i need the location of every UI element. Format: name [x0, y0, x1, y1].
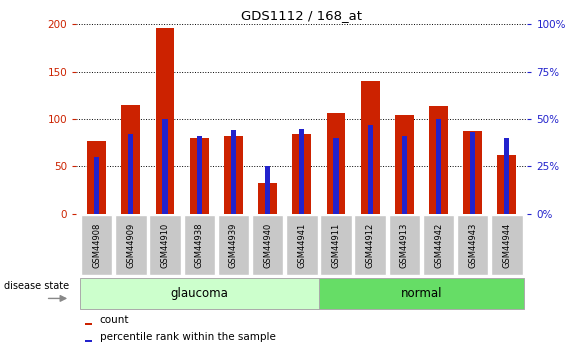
Bar	[505, 138, 509, 214]
Text: GSM44940: GSM44940	[263, 222, 272, 268]
Text: GSM44912: GSM44912	[366, 222, 374, 268]
Title: GDS1112 / 168_at: GDS1112 / 168_at	[241, 9, 362, 22]
Bar	[320, 215, 352, 275]
Bar	[87, 141, 106, 214]
Bar	[258, 183, 277, 214]
Bar	[252, 215, 283, 275]
Bar	[162, 119, 168, 214]
Bar	[423, 215, 454, 275]
Bar	[94, 157, 99, 214]
Text: glaucoma: glaucoma	[171, 287, 228, 300]
Text: GSM44908: GSM44908	[92, 222, 101, 268]
Bar	[299, 128, 304, 214]
Bar	[319, 278, 524, 309]
Bar	[183, 215, 215, 275]
Bar	[429, 106, 448, 214]
Bar	[115, 215, 146, 275]
Bar	[498, 155, 516, 214]
Bar	[457, 215, 488, 275]
Bar	[231, 130, 236, 214]
Text: GSM44911: GSM44911	[332, 222, 340, 268]
Bar	[156, 28, 175, 214]
Bar	[265, 167, 270, 214]
Bar	[436, 119, 441, 214]
Text: GSM44913: GSM44913	[400, 222, 409, 268]
Text: disease state: disease state	[4, 281, 69, 290]
Text: GSM44942: GSM44942	[434, 222, 443, 268]
Bar	[491, 215, 523, 275]
Bar	[367, 125, 373, 214]
Bar	[286, 215, 318, 275]
Bar	[470, 132, 475, 214]
Text: GSM44939: GSM44939	[229, 222, 238, 268]
Bar	[464, 131, 482, 214]
Text: count: count	[100, 315, 129, 325]
Bar	[224, 136, 243, 214]
Text: GSM44938: GSM44938	[195, 222, 204, 268]
Bar	[128, 134, 134, 214]
Text: GSM44943: GSM44943	[468, 222, 477, 268]
Bar	[197, 136, 202, 214]
Bar	[402, 136, 407, 214]
Bar	[333, 138, 339, 214]
Bar	[149, 215, 180, 275]
Bar	[355, 215, 386, 275]
Bar	[85, 339, 92, 342]
Text: GSM44910: GSM44910	[161, 222, 169, 268]
Text: GSM44941: GSM44941	[297, 222, 306, 268]
Bar	[80, 278, 319, 309]
Bar	[326, 113, 345, 214]
Text: GSM44944: GSM44944	[502, 222, 512, 268]
Bar	[85, 323, 92, 325]
Bar	[190, 138, 209, 214]
Bar	[218, 215, 249, 275]
Text: percentile rank within the sample: percentile rank within the sample	[100, 332, 275, 342]
Bar	[121, 105, 140, 214]
Bar	[389, 215, 420, 275]
Bar	[81, 215, 113, 275]
Text: normal: normal	[401, 287, 442, 300]
Bar	[395, 115, 414, 214]
Text: GSM44909: GSM44909	[127, 222, 135, 268]
Bar	[292, 134, 311, 214]
Bar	[361, 81, 380, 214]
